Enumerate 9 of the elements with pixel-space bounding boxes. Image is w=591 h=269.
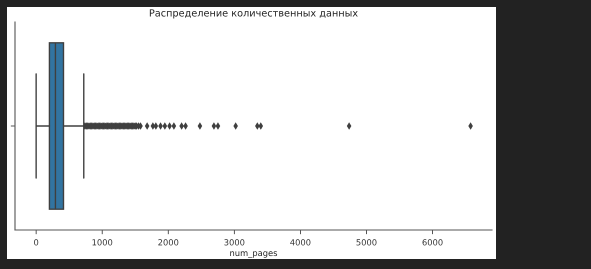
chart-title: Распределение количественных данных [150,9,358,18]
x-tick-label: 2000 [158,239,178,246]
x-tick-label: 0 [34,239,38,246]
x-tick-label: 4000 [290,239,310,246]
x-tick-label: 6000 [422,239,443,246]
x-tick-label: 3000 [224,239,244,246]
x-tick-label: 5000 [356,239,377,246]
x-tick-label: 1000 [92,239,112,246]
x-axis-title: num_pages [230,251,278,258]
